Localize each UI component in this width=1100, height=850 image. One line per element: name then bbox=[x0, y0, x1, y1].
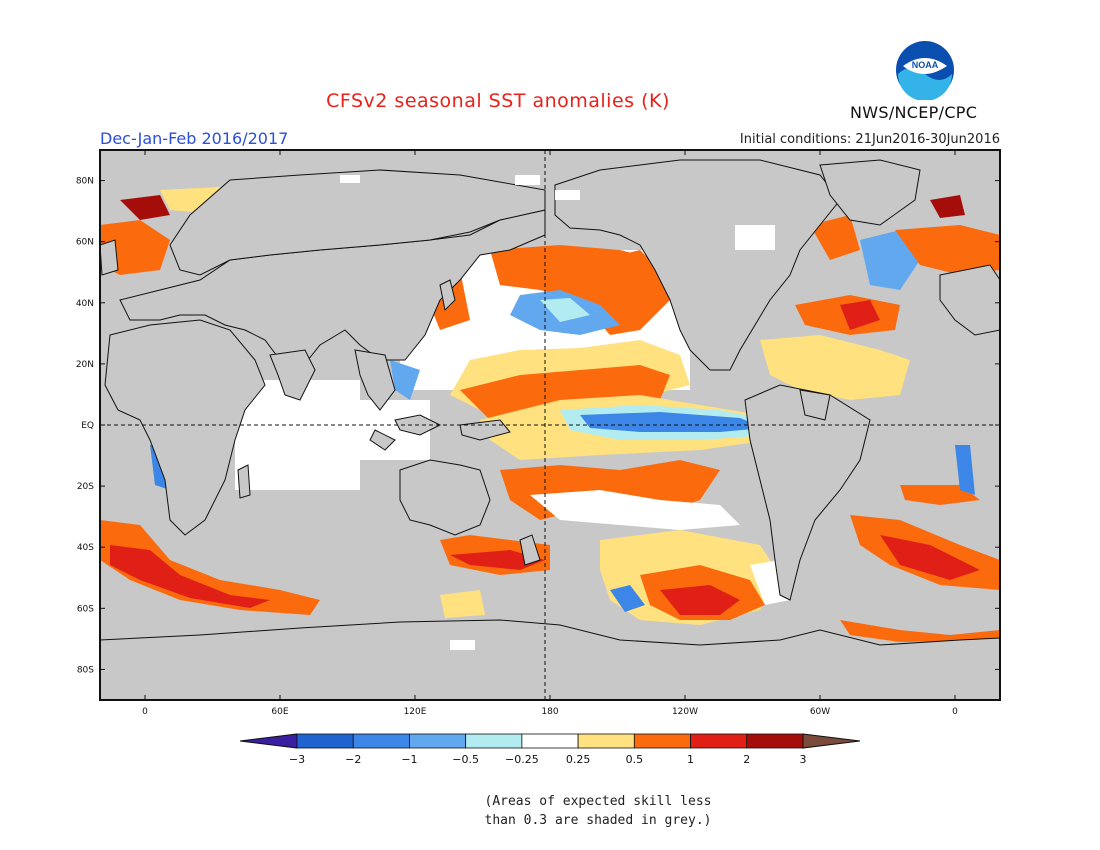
south-atlantic-indian-warm bbox=[100, 520, 320, 615]
map-title: CFSv2 seasonal SST anomalies (K) bbox=[326, 90, 670, 112]
lon-label-120e: 120E bbox=[404, 707, 427, 717]
west-central-pacific-warm bbox=[460, 365, 670, 420]
colorbar-segment bbox=[746, 733, 804, 749]
colorbar-segment bbox=[690, 733, 748, 749]
davis-strait-warm bbox=[810, 215, 860, 260]
africa bbox=[104, 319, 266, 536]
barents-strong-warm bbox=[120, 195, 170, 220]
southern-ocean-cool bbox=[610, 585, 645, 612]
india bbox=[269, 349, 316, 401]
lat-label-eq: EQ bbox=[81, 421, 94, 431]
new-zealand bbox=[519, 534, 541, 566]
lon-label-60e: 60E bbox=[271, 707, 288, 717]
lon-label-60w: 60W bbox=[810, 707, 830, 717]
lat-label-40s: 40S bbox=[77, 543, 94, 553]
lon-label-180: 180 bbox=[541, 707, 558, 717]
colorbar bbox=[239, 733, 861, 749]
colorbar-label: 1 bbox=[687, 753, 695, 766]
south-pacific-neutral bbox=[530, 490, 740, 530]
south-america bbox=[744, 384, 871, 601]
colorbar-min-triangle bbox=[239, 733, 298, 749]
tropical-atlantic-light-warm bbox=[760, 335, 910, 400]
labrador-sea-cool bbox=[860, 230, 920, 290]
se-pacific-strong-warm bbox=[660, 585, 740, 615]
lat-label-20n: 20N bbox=[76, 360, 94, 370]
indochina bbox=[354, 349, 396, 411]
continents bbox=[100, 159, 1000, 700]
initial-conditions: Initial conditions: 21Jun2016-30Jun2016 bbox=[739, 132, 1000, 147]
uk bbox=[100, 239, 119, 276]
lat-label-80n: 80N bbox=[76, 177, 94, 187]
lat-label-60s: 60S bbox=[77, 604, 94, 614]
equatorial-cold-tongue bbox=[580, 412, 765, 432]
svg-text:NOAA: NOAA bbox=[912, 60, 939, 70]
south-indian-strong-warm bbox=[110, 545, 270, 608]
colorbar-segment bbox=[296, 733, 354, 749]
noaa-logo: NOAA bbox=[896, 41, 954, 100]
benguela-cool-east bbox=[955, 445, 975, 495]
colorbar-segment bbox=[633, 733, 691, 749]
norwegian-sea-warm bbox=[895, 225, 1000, 275]
colorbar-segment bbox=[465, 733, 523, 749]
footnote: (Areas of expected skill less than 0.3 a… bbox=[0, 792, 1100, 830]
colorbar-segment bbox=[352, 733, 410, 749]
barents-strong-warm-east bbox=[930, 195, 965, 218]
antarctica bbox=[100, 619, 1000, 700]
lon-label-0: 0 bbox=[142, 707, 148, 717]
central-america bbox=[799, 389, 831, 421]
lat-label-20s: 20S bbox=[77, 482, 94, 492]
south-atlantic-strong-warm bbox=[880, 535, 980, 580]
latitude-labels: 80N 60N 40N 20N EQ 20S 40S 60S 80S bbox=[76, 177, 94, 676]
alaska-gulf-warm bbox=[600, 250, 660, 300]
north-pacific-cool-light bbox=[540, 298, 590, 322]
colorbar-label: −3 bbox=[288, 753, 306, 766]
colorbar-label: 3 bbox=[799, 753, 807, 766]
hudson-bay bbox=[735, 225, 775, 250]
forecast-period: Dec-Jan-Feb 2016/2017 bbox=[100, 129, 289, 148]
colorbar-label: 0.25 bbox=[565, 753, 591, 766]
colorbar-segment bbox=[577, 733, 635, 749]
agency-name: NWS/NCEP/CPC bbox=[850, 103, 978, 122]
australia bbox=[399, 459, 491, 536]
japan bbox=[439, 279, 456, 312]
colorbar-label: 2 bbox=[743, 753, 751, 766]
sumatra bbox=[369, 429, 396, 451]
colorbar-label: −2 bbox=[345, 753, 362, 766]
south-china-sea-cool bbox=[390, 360, 420, 400]
lat-label-60n: 60N bbox=[76, 238, 94, 248]
lon-label-120w: 120W bbox=[672, 707, 698, 717]
colorbar-label: −1 bbox=[401, 753, 418, 766]
south-of-australia-warm bbox=[440, 590, 485, 618]
tasman-strong-warm bbox=[450, 550, 545, 570]
colorbar-segment bbox=[409, 733, 467, 749]
lat-label-40n: 40N bbox=[76, 299, 94, 309]
anomaly-patches bbox=[100, 185, 1000, 642]
lon-label-0: 0 bbox=[952, 707, 958, 717]
longitude-labels: 0 60E 120E 180 120W 60W 0 bbox=[142, 707, 958, 717]
sea-ice-patches bbox=[340, 175, 775, 650]
footnote-line-2: than 0.3 are shaded in grey.) bbox=[484, 813, 712, 828]
lat-label-80s: 80S bbox=[77, 665, 94, 675]
north-atlantic-strong-warm bbox=[840, 300, 880, 330]
colorbar-label: 0.5 bbox=[625, 753, 644, 766]
greenland bbox=[819, 159, 921, 226]
siberia bbox=[169, 169, 546, 276]
europe-east-edge bbox=[939, 264, 1000, 336]
axis-ticks bbox=[100, 150, 1000, 700]
footnote-line-1: (Areas of expected skill less bbox=[484, 794, 712, 809]
colorbar-max-triangle bbox=[802, 733, 861, 749]
madagascar bbox=[237, 464, 251, 499]
colorbar-label: −0.25 bbox=[505, 753, 539, 766]
drake-passage-warm bbox=[840, 620, 1000, 642]
colorbar-label: −0.5 bbox=[452, 753, 480, 766]
colorbar-segment bbox=[521, 733, 579, 749]
north-america bbox=[554, 159, 841, 371]
